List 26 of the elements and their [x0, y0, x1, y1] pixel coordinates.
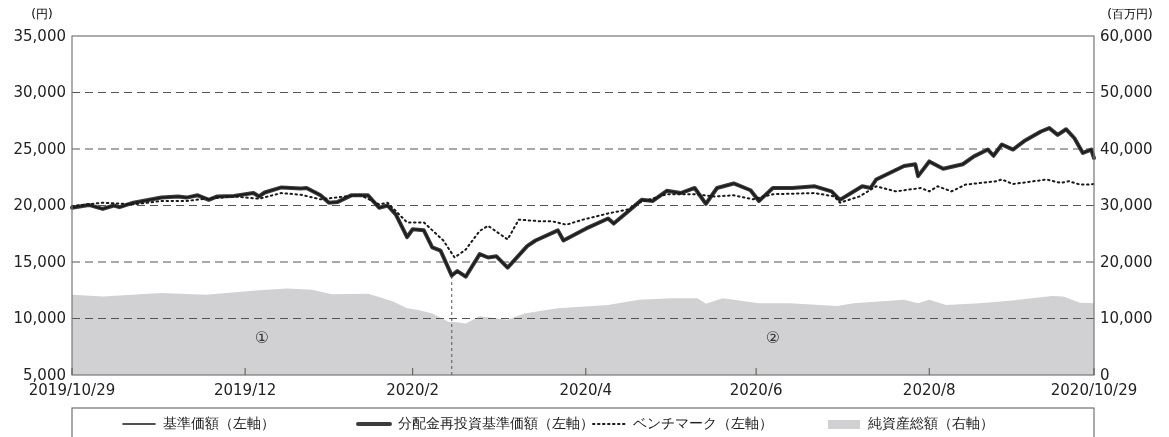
y-axis-title: (円)	[31, 6, 53, 21]
x-tick-label: 2020/8	[902, 380, 956, 399]
y2-tick-label: 20,000	[1100, 252, 1153, 271]
y-tick-label: 5,000	[23, 365, 66, 384]
x-tick-label: 2020/2	[386, 380, 440, 399]
x-tick-label: 2020/6	[729, 380, 783, 399]
legend-label: 分配金再投資基準価額（左軸）	[398, 415, 594, 431]
annotation: ①	[254, 327, 270, 347]
x-tick-label: 2019/12	[213, 380, 277, 399]
y-tick-label: 15,000	[13, 252, 66, 271]
y2-tick-label: 60,000	[1100, 26, 1153, 45]
legend-label: 純資産総額（右軸）	[868, 415, 994, 431]
y2-tick-label: 30,000	[1100, 196, 1153, 214]
y-tick-label: 10,000	[13, 309, 66, 327]
legend-label: ベンチマーク（左軸）	[633, 415, 773, 431]
y2-tick-label: 40,000	[1100, 139, 1153, 158]
y2-axis-title: (百万円)	[1107, 6, 1153, 21]
y-tick-label: 35,000	[13, 26, 66, 45]
legend-label: 基準価額（左軸）	[163, 415, 275, 431]
y2-tick-label: 50,000	[1100, 83, 1153, 101]
annotation: ②	[765, 327, 781, 347]
x-tick-label: 2020/4	[559, 380, 613, 399]
y-tick-label: 30,000	[13, 83, 66, 101]
y2-tick-label: 10,000	[1100, 309, 1153, 327]
y-tick-label: 25,000	[13, 139, 66, 158]
y-tick-label: 20,000	[13, 196, 66, 214]
